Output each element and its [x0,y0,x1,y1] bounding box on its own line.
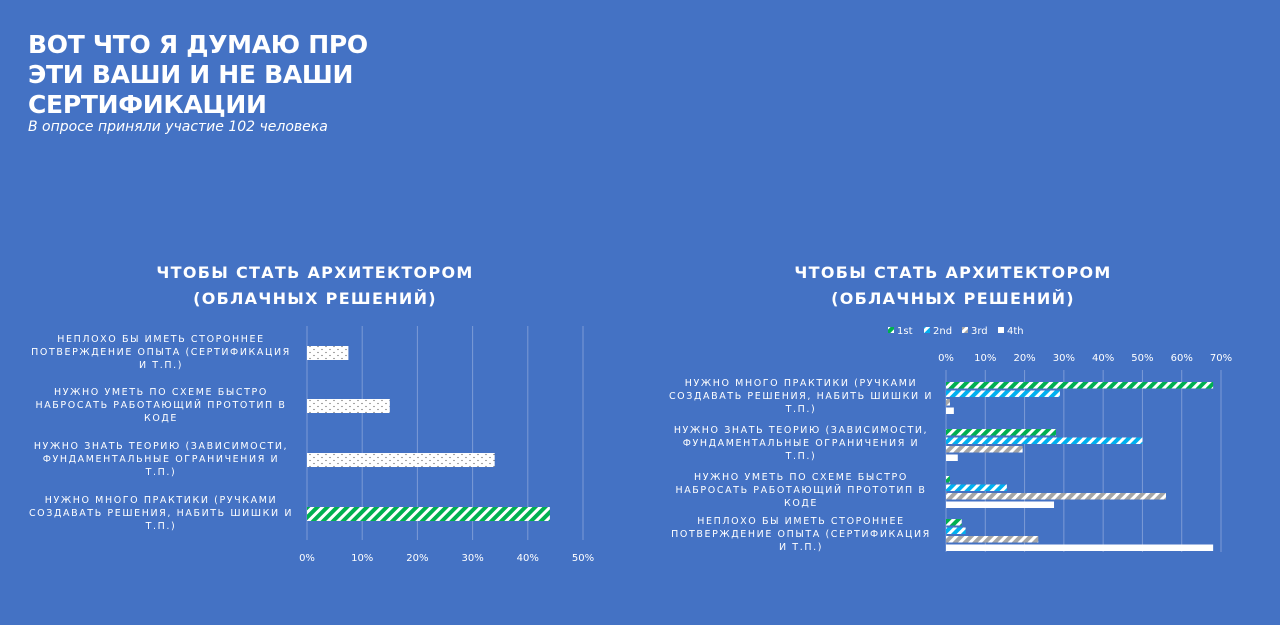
chart1-tick-label: 50% [572,553,594,564]
page-title-line: ЭТИ ВАШИ И НЕ ВАШИ [28,60,354,89]
chart1-title: ЧТОБЫ СТАТЬ АРХИТЕКТОРОМ (ОБЛАЧНЫХ РЕШЕН… [110,260,520,312]
chart2-title: ЧТОБЫ СТАТЬ АРХИТЕКТОРОМ (ОБЛАЧНЫХ РЕШЕН… [748,260,1158,312]
page-subtitle: В опросе приняли участие 102 человека [28,119,328,135]
chart1-bar [307,507,550,521]
chart2-title-line: ЧТОБЫ СТАТЬ АРХИТЕКТОРОМ [794,263,1112,282]
chart1-tick-label: 0% [299,553,315,564]
chart2-category-label: НУЖНО ЗНАТЬ ТЕОРИЮ (ЗАВИСИМОСТИ, ФУНДАМЕН… [673,425,929,462]
chart1-tick-label: 20% [406,553,428,564]
page-title-line: ВОТ ЧТО Я ДУМАЮ ПРО [28,30,368,59]
chart1-title-line: (ОБЛАЧНЫХ РЕШЕНИЙ) [193,289,437,308]
chart1-category-label: НУЖНО МНОГО ПРАКТИКИ (РУЧКАМИ СОЗДАВАТЬ Р… [28,495,294,532]
chart1-bar [307,346,349,360]
chart1-tick-label: 40% [517,553,539,564]
chart2-category-label: НЕПЛОХО БЫ ИМЕТЬ СТОРОННЕЕ ПОТВЕРЖДЕНИЕ О… [671,516,931,553]
page-title: ВОТ ЧТО Я ДУМАЮ ПРО ЭТИ ВАШИ И НЕ ВАШИ С… [28,30,448,120]
chart1-tick-label: 10% [351,553,373,564]
page-title-line: СЕРТИФИКАЦИИ [28,90,267,119]
chart1-category-label: НЕПЛОХО БЫ ИМЕТЬ СТОРОННЕЕ ПОТВЕРЖДЕНИЕ О… [31,334,291,371]
chart2-category-label: НУЖНО УМЕТЬ ПО СХЕМЕ БЫСТРО НАБРОСАТЬ РАБ… [675,472,927,509]
chart1-bar [307,399,390,413]
chart1-title-line: ЧТОБЫ СТАТЬ АРХИТЕКТОРОМ [156,263,474,282]
chart1-category-label: НУЖНО УМЕТЬ ПО СХЕМЕ БЫСТРО НАБРОСАТЬ РАБ… [35,387,287,424]
chart2-title-line: (ОБЛАЧНЫХ РЕШЕНИЙ) [831,289,1075,308]
chart1-tick-label: 30% [461,553,483,564]
chart2-category-label: НУЖНО МНОГО ПРАКТИКИ (РУЧКАМИ СОЗДАВАТЬ Р… [668,378,934,415]
chart1-bar [307,453,495,467]
chart1-category-label: НУЖНО ЗНАТЬ ТЕОРИЮ (ЗАВИСИМОСТИ, ФУНДАМЕН… [33,441,289,478]
